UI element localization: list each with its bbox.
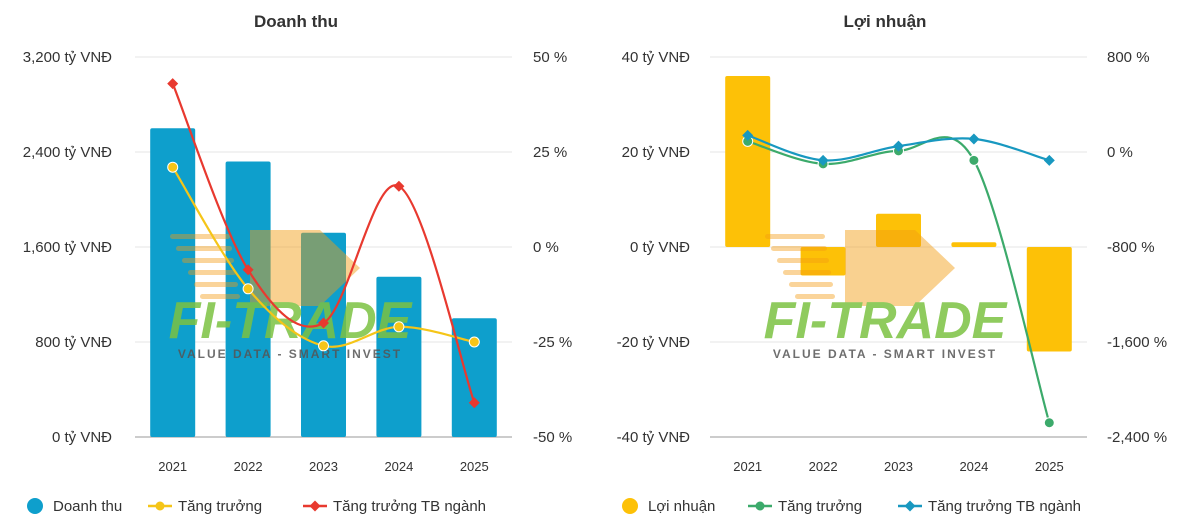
bar-2024[interactable] <box>951 242 997 247</box>
legend-item[interactable]: Tăng trưởng <box>748 498 862 515</box>
bar-2024[interactable] <box>376 276 422 437</box>
point-industry-2022[interactable] <box>242 264 254 276</box>
legend-item[interactable]: Tăng trưởng TB ngành <box>303 498 486 515</box>
point-growth-2021[interactable] <box>167 161 179 173</box>
y-left-tick-label: 20 tỷ VNĐ <box>622 144 691 161</box>
y-right-tick-label: 25 % <box>533 144 567 161</box>
point-industry-2021[interactable] <box>167 78 179 90</box>
x-tick-label: 2024 <box>384 459 413 474</box>
x-tick-label: 2021 <box>733 459 762 474</box>
bar-2021[interactable] <box>725 76 771 247</box>
point-industry-2024[interactable] <box>968 133 980 145</box>
point-industry-2022[interactable] <box>817 154 829 166</box>
bar-2023[interactable] <box>301 232 346 437</box>
y-left-tick-label: 1,600 tỷ VNĐ <box>23 239 112 256</box>
legend-diamond-marker-icon <box>904 500 916 512</box>
watermark-tagline: VALUE DATA - SMART INVEST <box>773 347 997 361</box>
watermark-brand: FI-TRADE <box>764 292 1008 350</box>
point-industry-2025[interactable] <box>1043 154 1055 166</box>
y-right-tick-label: -50 % <box>533 429 572 446</box>
chart-title: Doanh thu <box>254 12 338 31</box>
point-industry-2023[interactable] <box>893 140 904 152</box>
bar-2021[interactable] <box>150 128 196 437</box>
legend: Lợi nhuận Tăng trưởng Tăng trưởng TB ngành <box>622 498 1081 515</box>
y-right-tick-label: 800 % <box>1107 49 1150 66</box>
point-industry-2021[interactable] <box>742 129 754 141</box>
legend-label: Tăng trưởng TB ngành <box>928 498 1081 515</box>
point-growth-2024[interactable] <box>968 154 980 166</box>
legend-circle-marker-icon <box>755 501 765 511</box>
legend-item[interactable]: Lợi nhuận <box>622 498 715 515</box>
x-tick-label: 2021 <box>158 459 187 474</box>
legend-diamond-marker-icon <box>309 500 321 512</box>
x-tick-label: 2022 <box>809 459 838 474</box>
bar-2025[interactable] <box>1026 247 1072 352</box>
point-industry-2023[interactable] <box>318 317 329 329</box>
chart-2: Lợi nhuận -40 tỷ VNĐ -20 tỷ VNĐ 0 tỷ VNĐ 20 … <box>617 12 1167 515</box>
legend-item[interactable]: Tăng trưởng <box>148 498 262 515</box>
chart-1: Doanh thu 0 tỷ VNĐ 800 tỷ VNĐ 1,600 tỷ VNĐ 2… <box>23 12 572 515</box>
bar-2023[interactable] <box>876 213 921 247</box>
point-industry-2025[interactable] <box>468 397 480 409</box>
watermark-tagline: VALUE DATA - SMART INVEST <box>178 347 402 361</box>
y-right-tick-label: -800 % <box>1107 239 1155 256</box>
legend-bar-icon <box>622 498 638 514</box>
point-growth-2025[interactable] <box>468 336 480 348</box>
legend-label: Lợi nhuận <box>648 498 715 515</box>
point-growth-2025[interactable] <box>1043 417 1055 429</box>
bar-2025[interactable] <box>451 318 497 437</box>
legend-item[interactable]: Tăng trưởng TB ngành <box>898 498 1081 515</box>
y-left-tick-label: 3,200 tỷ VNĐ <box>23 49 112 66</box>
x-tick-label: 2025 <box>460 459 489 474</box>
y-left-tick-label: 0 tỷ VNĐ <box>630 239 690 256</box>
y-right-tick-label: 0 % <box>1107 144 1133 161</box>
x-tick-label: 2025 <box>1035 459 1064 474</box>
y-right-tick-label: -2,400 % <box>1107 429 1167 446</box>
y-left-tick-label: 800 tỷ VNĐ <box>35 334 112 351</box>
y-right-tick-label: 0 % <box>533 239 559 256</box>
y-right-tick-label: -25 % <box>533 334 572 351</box>
legend-label: Tăng trưởng TB ngành <box>333 498 486 515</box>
y-left-tick-label: 0 tỷ VNĐ <box>52 429 112 446</box>
y-left-tick-label: 40 tỷ VNĐ <box>622 49 691 66</box>
point-growth-2023[interactable] <box>318 340 329 352</box>
point-growth-2022[interactable] <box>242 283 254 295</box>
legend-bar-icon <box>27 498 43 514</box>
bar-2022[interactable] <box>225 161 271 438</box>
x-tick-label: 2024 <box>959 459 988 474</box>
legend-label: Tăng trưởng <box>178 498 262 515</box>
y-right-tick-label: 50 % <box>533 49 567 66</box>
legend-circle-marker-icon <box>155 501 165 511</box>
point-growth-2024[interactable] <box>393 321 405 333</box>
series-line-industry <box>171 83 476 404</box>
y-left-tick-label: -40 tỷ VNĐ <box>617 429 691 446</box>
x-tick-label: 2023 <box>309 459 338 474</box>
y-right-tick-label: -1,600 % <box>1107 334 1167 351</box>
chart-title: Lợi nhuận <box>844 12 927 31</box>
logo-arrow-icon <box>170 230 360 306</box>
y-left-tick-label: 2,400 tỷ VNĐ <box>23 144 112 161</box>
x-tick-label: 2023 <box>884 459 913 474</box>
logo-arrow-icon <box>765 230 955 306</box>
legend-item[interactable]: Doanh thu <box>27 498 122 515</box>
legend: Doanh thu Tăng trưởng Tăng trưởng TB ngành <box>27 498 486 515</box>
x-tick-label: 2022 <box>234 459 263 474</box>
legend-label: Doanh thu <box>53 498 122 515</box>
y-left-tick-label: -20 tỷ VNĐ <box>617 334 691 351</box>
legend-label: Tăng trưởng <box>778 498 862 515</box>
bar-2022[interactable] <box>800 247 846 276</box>
point-industry-2024[interactable] <box>393 180 405 192</box>
